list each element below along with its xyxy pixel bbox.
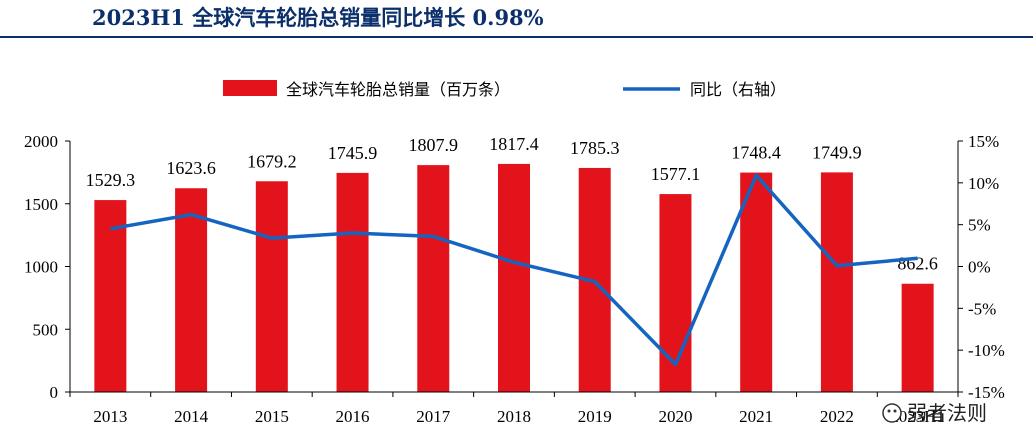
x-tick-label: 2021 (739, 407, 773, 426)
bar (336, 172, 369, 392)
x-tick-label: 2020 (658, 407, 692, 426)
bar-value-label: 1623.6 (166, 158, 216, 178)
bar-value-label: 1529.3 (86, 170, 136, 190)
bar-value-label: 862.6 (897, 254, 938, 274)
bar-value-label: 1817.4 (489, 134, 539, 154)
wechat-icon (882, 403, 902, 423)
legend-bar-label: 全球汽车轮胎总销量（百万条） (286, 80, 510, 99)
wechat-icon-dot (887, 409, 891, 413)
left-tick-label: 1000 (24, 258, 58, 277)
x-tick-label: 2017 (416, 407, 451, 426)
x-tick-label: 2016 (336, 407, 370, 426)
title-rule (0, 36, 1033, 38)
watermark-text: 弱者法则 (907, 401, 987, 425)
legend-line-label: 同比（右轴） (690, 80, 786, 99)
wechat-icon-dot (893, 409, 897, 413)
legend-bar-swatch (223, 80, 277, 96)
bar (94, 200, 127, 392)
x-tick-label: 2015 (255, 407, 289, 426)
bar-value-label: 1749.9 (812, 142, 862, 162)
right-tick-label: -5% (968, 299, 996, 318)
watermark: 弱者法则 (882, 401, 987, 425)
bar-value-label: 1785.3 (570, 138, 620, 158)
x-tick-label: 2014 (174, 407, 209, 426)
right-tick-label: 10% (968, 174, 999, 193)
bar-value-label: 1577.1 (651, 164, 701, 184)
bar (255, 181, 288, 392)
chart-title: 2023H1 全球汽车轮胎总销量同比增长 0.98% (92, 5, 544, 30)
right-tick-label: 5% (968, 216, 991, 235)
bar (901, 283, 934, 392)
legend: 全球汽车轮胎总销量（百万条） 同比（右轴） (223, 80, 786, 99)
right-tick-label: 0% (968, 258, 991, 277)
right-tick-label: 15% (968, 132, 999, 151)
left-tick-label: 500 (33, 320, 59, 339)
bar (498, 163, 530, 392)
bar (820, 172, 853, 392)
x-tick-label: 2022 (820, 407, 854, 426)
right-tick-label: -10% (968, 341, 1005, 360)
bar (740, 172, 773, 392)
left-tick-label: 1500 (24, 195, 58, 214)
bar-value-label: 1748.4 (731, 143, 781, 163)
bar-value-label: 1679.2 (247, 151, 297, 171)
x-tick-label: 2023H1 (890, 407, 945, 426)
bar-value-label: 1745.9 (328, 143, 378, 163)
bar (175, 188, 208, 392)
bar-value-label: 1807.9 (409, 135, 459, 155)
bar (417, 165, 450, 392)
x-tick-label: 2013 (93, 407, 127, 426)
bar (659, 194, 692, 392)
x-tick-label: 2019 (578, 407, 612, 426)
left-tick-label: 0 (50, 383, 59, 402)
left-tick-label: 2000 (24, 132, 58, 151)
yoy-line (110, 173, 918, 367)
right-tick-label: -15% (968, 383, 1005, 402)
x-tick-label: 2018 (497, 407, 531, 426)
